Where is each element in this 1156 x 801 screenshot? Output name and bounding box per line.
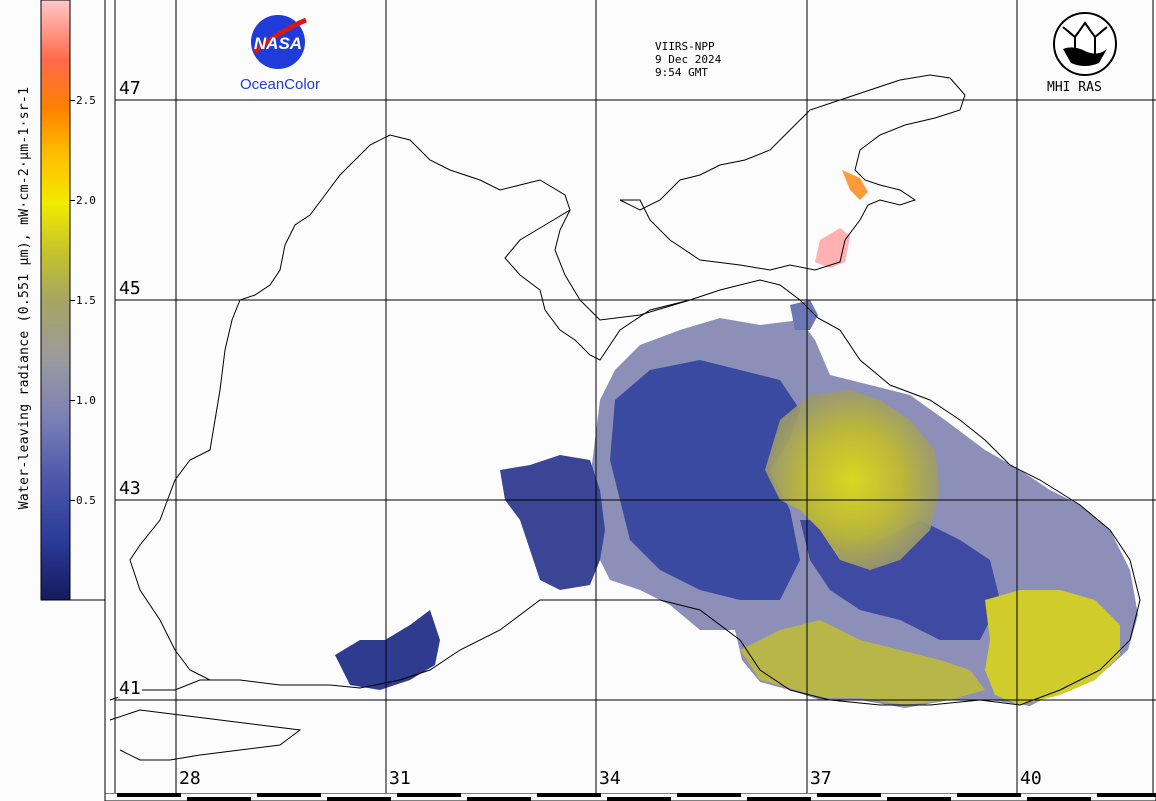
radiance-patch-west — [500, 455, 605, 590]
colorbar-tickmark — [70, 100, 75, 101]
mhi-ras-caption: MHI RAS — [1047, 80, 1102, 95]
scale-segment — [397, 793, 461, 797]
colorbar-tick-label: 0.5 — [76, 494, 96, 507]
scale-segment — [537, 793, 601, 797]
oceancolor-caption: OceanColor — [239, 76, 321, 93]
scale-segment — [327, 797, 391, 801]
longitude-label-31: 31 — [388, 768, 412, 789]
scale-segment — [677, 793, 741, 797]
radiance-field — [335, 170, 1138, 708]
scale-segment — [817, 793, 881, 797]
scale-segment — [257, 793, 321, 797]
sensor-name: VIIRS-NPP — [655, 40, 715, 53]
scale-segment — [187, 797, 251, 801]
radiance-patch-southwest — [335, 610, 440, 690]
scale-segment — [607, 797, 671, 801]
latitude-label-41: 41 — [118, 678, 142, 699]
scale-bar — [105, 793, 1156, 801]
latitude-label-47: 47 — [118, 78, 142, 99]
radiance-patch-central-blue — [610, 360, 800, 600]
scale-segment — [1027, 797, 1091, 801]
colorbar-tickmark — [70, 400, 75, 401]
mhi-ras-logo — [1053, 12, 1117, 76]
colorbar-tickmark — [70, 500, 75, 501]
radiance-patch-azov — [842, 170, 868, 200]
nasa-logo-text: NASA — [254, 34, 302, 53]
graticule — [104, 0, 1156, 801]
colorbar-tickmark — [70, 300, 75, 301]
radiance-patch-yellow-southeast — [985, 590, 1120, 705]
longitude-label-34: 34 — [598, 768, 622, 789]
image-date: 9 Dec 2024 — [655, 53, 722, 66]
colorbar-tick-label: 1.0 — [76, 394, 96, 407]
colorbar-tick-label: 1.5 — [76, 294, 96, 307]
radiance-patch-kerch — [815, 228, 850, 268]
radiance-patch-north-crimea — [790, 300, 818, 330]
radiance-patch-yellow-south — [740, 620, 985, 705]
colorbar-label: Water-leaving radiance (0.551 µm), mW·cm… — [17, 86, 32, 510]
nasa-logo: NASA — [251, 15, 307, 69]
scale-segment — [1097, 793, 1156, 797]
scale-segment — [957, 793, 1021, 797]
image-info: VIIRS-NPP 9 Dec 2024 9:54 GMT — [655, 40, 721, 79]
colorbar-tick-label: 2.5 — [76, 94, 96, 107]
scale-segment — [467, 797, 531, 801]
scale-segment — [747, 797, 811, 801]
scale-segment — [117, 793, 181, 797]
longitude-label-28: 28 — [178, 768, 202, 789]
colorbar-gradient — [40, 0, 71, 601]
colorbar-tickmark — [70, 200, 75, 201]
longitude-label-37: 37 — [809, 768, 833, 789]
latitude-label-45: 45 — [118, 278, 142, 299]
longitude-label-40: 40 — [1019, 768, 1043, 789]
scale-segment — [887, 797, 951, 801]
image-time: 9:54 GMT — [655, 66, 708, 79]
coastline — [109, 74, 1141, 761]
colorbar-tick-label: 2.0 — [76, 194, 96, 207]
radiance-patch-yellow-north — [765, 390, 940, 570]
latitude-label-43: 43 — [118, 478, 142, 499]
